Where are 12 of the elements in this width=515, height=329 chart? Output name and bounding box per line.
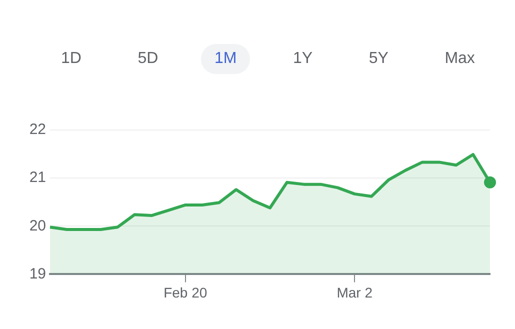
y-tick-label: 22 <box>29 121 46 138</box>
y-tick-label: 19 <box>29 265 46 282</box>
x-tick-label: Mar 2 <box>336 284 373 300</box>
y-tick-label: 21 <box>29 169 46 186</box>
text: 5Y <box>368 49 390 69</box>
text: 1D <box>60 49 82 69</box>
text: 1Y <box>292 49 314 69</box>
text: 1M <box>201 44 250 74</box>
text: Max <box>444 49 476 69</box>
text: 5D <box>136 49 160 69</box>
x-tick-label: Feb 20 <box>164 284 208 300</box>
y-tick-label: 20 <box>29 217 46 234</box>
